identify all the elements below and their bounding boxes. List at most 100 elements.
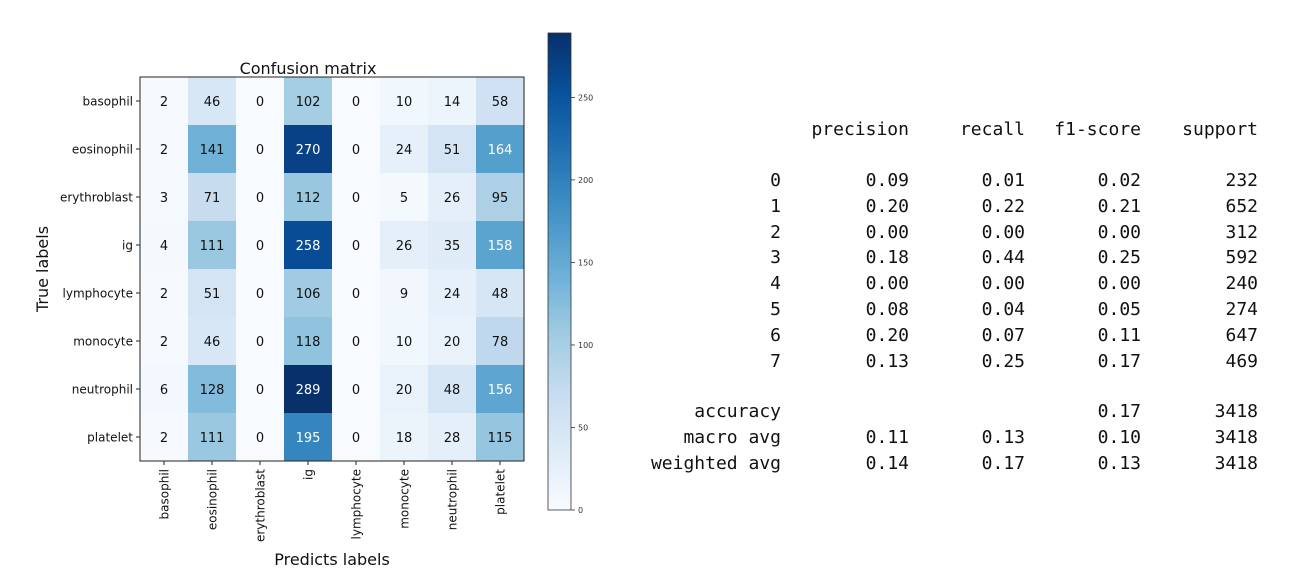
heatmap-cell bbox=[236, 173, 284, 221]
x-tick-label: ig bbox=[302, 469, 316, 480]
colorbar-tick-label: 100 bbox=[578, 341, 593, 350]
confusion-matrix-chart: Confusion matrix 2 46 0 102 0 10 14 582 141 0 270 0… bbox=[33, 32, 593, 569]
heatmap-cell bbox=[428, 413, 476, 461]
cell-value-label: 0 bbox=[256, 335, 264, 350]
heatmap-cell bbox=[236, 269, 284, 317]
y-tick-label: basophil bbox=[83, 95, 133, 109]
cell-value-label: 5 bbox=[400, 191, 408, 206]
y-tick-label: monocyte bbox=[73, 335, 133, 349]
report-cell-recall: 0.44 bbox=[981, 247, 1025, 269]
report-cell-precision: 0.00 bbox=[865, 273, 909, 295]
colorbar-ticks: 0 50 100 150 200 250 bbox=[571, 93, 593, 515]
report-header-row: precision recall f1-score support bbox=[0, 119, 1300, 145]
cell-value-label: 115 bbox=[488, 431, 513, 446]
cell-value-label: 78 bbox=[492, 335, 509, 350]
cell-value-label: 24 bbox=[396, 143, 413, 158]
report-cell-f1-score: 0.05 bbox=[1097, 299, 1141, 320]
cell-value-label: 0 bbox=[352, 143, 360, 158]
heatmap-cell bbox=[476, 365, 524, 413]
report-row-label: macro avg bbox=[683, 427, 781, 448]
report-cell-support: 3418 bbox=[1214, 427, 1258, 448]
x-tick-label: lymphocyte bbox=[350, 469, 364, 539]
heatmap-cell bbox=[188, 413, 236, 461]
report-cell-support: 3418 bbox=[1214, 401, 1258, 422]
heatmap-cell bbox=[428, 221, 476, 269]
heatmap-cell bbox=[332, 269, 380, 317]
cell-value-label: 112 bbox=[296, 191, 321, 206]
cell-value-label: 0 bbox=[352, 239, 360, 254]
report-cell-f1-score: 0.10 bbox=[1097, 427, 1141, 448]
report-cell-support: 312 bbox=[1225, 221, 1258, 243]
report-cell-recall: 0.13 bbox=[981, 427, 1025, 448]
x-tick-labels: basophil eosinophil erythroblast ig lymphocy… bbox=[158, 461, 508, 542]
heatmap-cell bbox=[428, 173, 476, 221]
heatmap-cell bbox=[284, 125, 332, 173]
cell-value-label: 58 bbox=[492, 95, 509, 110]
x-axis-label: Predicts labels bbox=[274, 550, 390, 569]
report-row-label: 6 bbox=[770, 324, 781, 346]
heatmap-cell bbox=[236, 317, 284, 365]
heatmap-cell bbox=[140, 221, 188, 269]
report-row-label: 3 bbox=[770, 247, 781, 269]
report-cell-f1-score: 0.00 bbox=[1097, 221, 1141, 243]
cell-value-label: 26 bbox=[396, 239, 413, 254]
heatmap-cell bbox=[332, 317, 380, 365]
report-class-row: 0 0.09 0.01 0.02 232 bbox=[0, 170, 1300, 196]
heatmap-cell bbox=[380, 269, 428, 317]
heatmap-cell bbox=[380, 173, 428, 221]
heatmap-cell bbox=[140, 125, 188, 173]
colorbar-tick-label: 150 bbox=[578, 258, 593, 267]
heatmap-cell bbox=[332, 125, 380, 173]
heatmap-cell bbox=[140, 269, 188, 317]
cell-value-label: 141 bbox=[200, 143, 225, 158]
cell-value-label: 270 bbox=[296, 143, 321, 158]
y-tick-label: platelet bbox=[87, 431, 133, 445]
y-tick-labels: basophil eosinophil erythroblast ig lymphocy… bbox=[60, 95, 140, 445]
heatmap-cell bbox=[428, 269, 476, 317]
report-cell-f1-score: 0.00 bbox=[1097, 273, 1141, 295]
x-tick-label: erythroblast bbox=[254, 469, 268, 542]
report-cell-precision: 0.08 bbox=[865, 299, 909, 320]
heatmap-cell bbox=[188, 125, 236, 173]
cell-value-label: 51 bbox=[444, 143, 461, 158]
heatmap-cell bbox=[476, 173, 524, 221]
heatmap-cell bbox=[236, 221, 284, 269]
cell-value-label: 2 bbox=[160, 95, 168, 110]
heatmap-cell bbox=[284, 77, 332, 125]
report-cell-support: 3418 bbox=[1214, 453, 1258, 474]
heatmap-cell bbox=[332, 77, 380, 125]
cell-value-label: 158 bbox=[488, 239, 513, 254]
heatmap-cell bbox=[428, 125, 476, 173]
colorbar-tick-label: 250 bbox=[578, 93, 593, 102]
heatmap-cell bbox=[380, 125, 428, 173]
report-cell-precision: 0.14 bbox=[865, 453, 909, 474]
report-cell-f1-score: 0.17 bbox=[1097, 350, 1141, 372]
report-cell-precision: 0.20 bbox=[865, 195, 909, 217]
heatmap-cell bbox=[428, 365, 476, 413]
report-row-label: 0 bbox=[770, 170, 781, 191]
cell-value-label: 0 bbox=[256, 383, 264, 398]
heatmap-cell bbox=[332, 173, 380, 221]
heatmap-cell bbox=[284, 413, 332, 461]
cell-value-label: 102 bbox=[296, 95, 321, 110]
heatmap-cell bbox=[284, 269, 332, 317]
heatmap-cell bbox=[476, 413, 524, 461]
cell-value-label: 48 bbox=[444, 383, 461, 398]
cell-value-label: 0 bbox=[256, 95, 264, 110]
cell-value-label: 28 bbox=[444, 431, 461, 446]
heatmap-cell bbox=[332, 413, 380, 461]
cell-value-label: 20 bbox=[396, 383, 413, 398]
cell-value-label: 14 bbox=[444, 95, 461, 110]
heatmap-cell bbox=[140, 317, 188, 365]
report-cell-support: 274 bbox=[1225, 299, 1258, 320]
cell-value-label: 118 bbox=[296, 335, 321, 350]
cell-value-label: 10 bbox=[396, 95, 413, 110]
cell-value-label: 128 bbox=[200, 383, 225, 398]
heatmap-cell bbox=[332, 221, 380, 269]
y-tick-label: eosinophil bbox=[72, 143, 133, 157]
report-summary-row: accuracy 0.17 3418 bbox=[0, 401, 1300, 427]
cell-value-label: 0 bbox=[352, 431, 360, 446]
heatmap-cell bbox=[428, 77, 476, 125]
cell-value-label: 24 bbox=[444, 287, 461, 302]
